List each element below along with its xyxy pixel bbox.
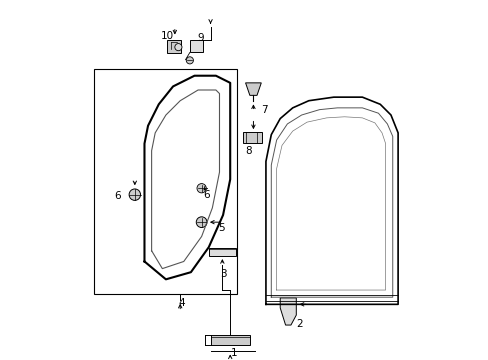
Bar <box>94 68 237 294</box>
Text: 6: 6 <box>114 192 121 202</box>
Text: 6: 6 <box>203 190 210 201</box>
Circle shape <box>175 44 182 51</box>
Bar <box>166 40 180 53</box>
Circle shape <box>186 57 193 64</box>
Bar <box>208 248 235 256</box>
Text: 1: 1 <box>230 347 237 357</box>
Text: 2: 2 <box>296 319 303 329</box>
Bar <box>242 132 262 143</box>
Circle shape <box>196 217 206 228</box>
Text: 9: 9 <box>197 33 204 43</box>
Text: 8: 8 <box>244 146 251 156</box>
Bar <box>210 335 249 345</box>
Text: 10: 10 <box>161 31 174 41</box>
Text: 3: 3 <box>219 269 226 279</box>
Circle shape <box>197 184 206 193</box>
Text: 4: 4 <box>178 298 185 307</box>
Bar <box>189 40 203 53</box>
Text: 5: 5 <box>218 222 224 233</box>
Polygon shape <box>280 298 296 325</box>
Polygon shape <box>245 83 261 95</box>
Circle shape <box>129 189 140 201</box>
Text: 7: 7 <box>260 105 267 114</box>
